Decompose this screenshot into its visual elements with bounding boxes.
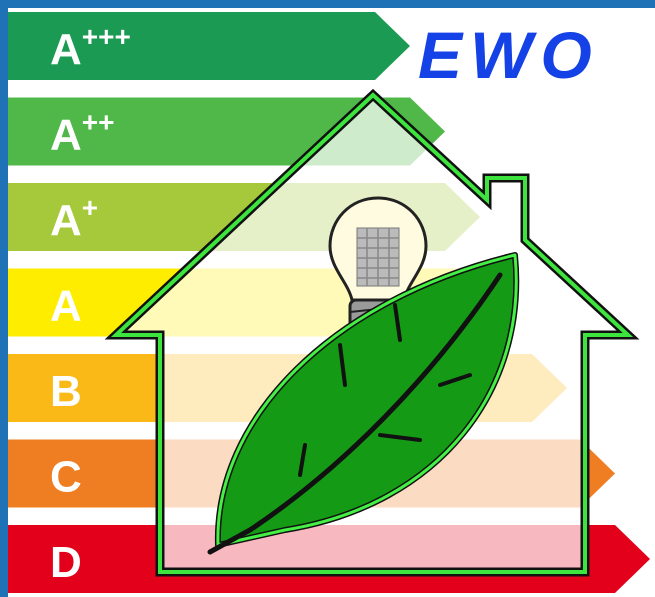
rating-letter: A [50, 196, 82, 245]
logo: A+++A++A+ABCD EWO [0, 0, 655, 597]
rating-letter: C [50, 453, 82, 502]
rating-letter: A [50, 282, 82, 331]
rating-letter: B [50, 367, 82, 416]
rating-label: A [50, 282, 82, 331]
rating-sup: + [82, 192, 98, 223]
brand-title: EWO [418, 18, 600, 92]
rating-letter: A [50, 111, 82, 160]
rating-sup: ++ [82, 107, 115, 138]
rating-letter: D [50, 538, 82, 587]
rating-sup: +++ [82, 21, 131, 52]
page: {"title": "EWO", "ratings": [ {"letter":… [0, 0, 655, 597]
rating-label: C [50, 453, 82, 502]
rating-label: D [50, 538, 82, 587]
rating-label: B [50, 367, 82, 416]
rating-letter: A [50, 25, 82, 74]
